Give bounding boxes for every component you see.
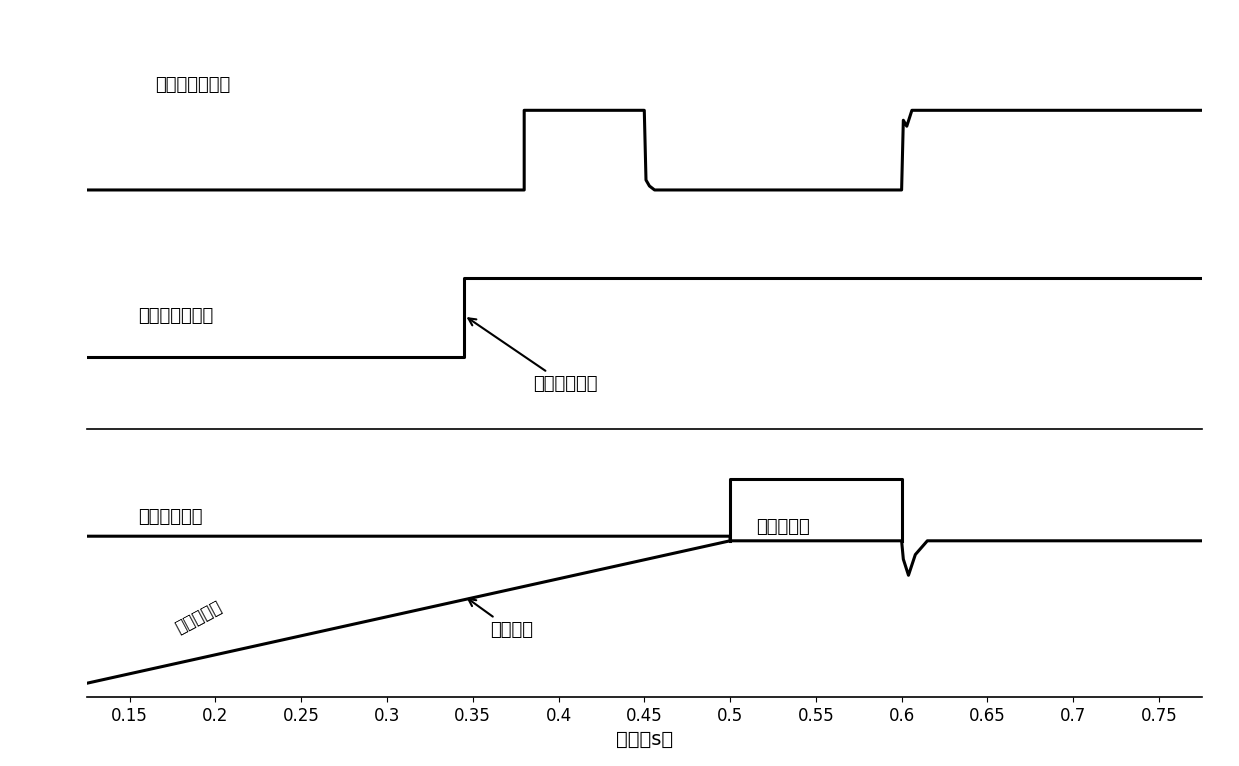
Text: 误差放大器输出: 误差放大器输出	[155, 77, 230, 94]
Text: 电容电压: 电容电压	[468, 599, 533, 639]
Text: 恒流充电区: 恒流充电区	[172, 597, 225, 637]
Text: 滞回比较器输出: 滞回比较器输出	[139, 307, 213, 326]
Text: 直流电源电压: 直流电源电压	[139, 509, 203, 526]
Text: 环路切换时刻: 环路切换时刻	[468, 319, 597, 393]
Text: 电压抑制区: 电压抑制区	[756, 518, 809, 535]
X-axis label: 时间（s）: 时间（s）	[616, 730, 673, 749]
